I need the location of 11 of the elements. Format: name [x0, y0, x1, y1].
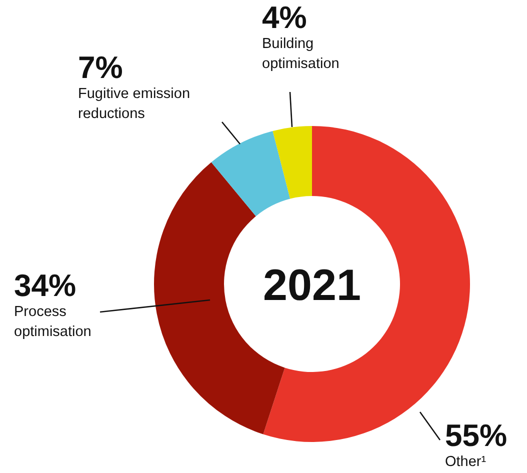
slice-label: Process optimisation [14, 304, 92, 340]
donut-slice [272, 126, 312, 199]
data-label: 34% [14, 268, 76, 303]
slice-label: Other¹ [445, 454, 486, 470]
slice-label: Building optimisation [262, 36, 340, 72]
donut-slice [211, 130, 290, 216]
slice-label: Fugitive emission reductions [78, 86, 190, 122]
data-label: 4% [262, 0, 307, 35]
text: 2021 [263, 261, 361, 310]
data-label: 55% [445, 418, 508, 453]
data-label: 7% [78, 50, 123, 85]
